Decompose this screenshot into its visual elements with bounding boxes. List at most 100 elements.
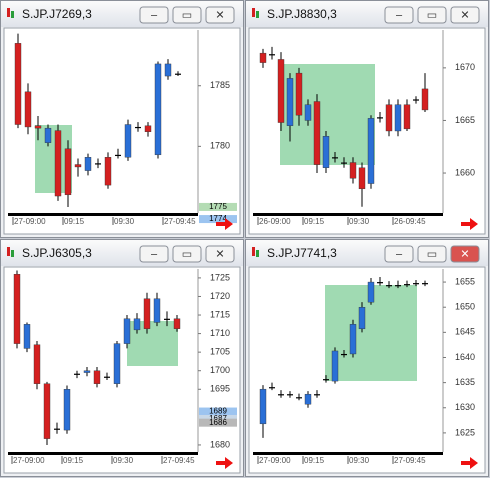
title-button[interactable]	[417, 245, 447, 263]
candle-body	[287, 394, 293, 396]
chart-window: S.JP.J6305,3 – ▭ ✕ 1680 1695 1700 1705 1710 1715 1…	[0, 239, 244, 477]
title-button[interactable]	[384, 6, 414, 24]
candle-body	[154, 63, 162, 156]
y-tick-label: 1640	[455, 352, 475, 362]
window-title: S.JP.J8830,3	[267, 7, 337, 21]
title-button[interactable]	[172, 6, 202, 24]
candle-body	[277, 59, 285, 123]
candle-body	[23, 324, 31, 349]
candle-body	[269, 387, 275, 389]
title-bar	[1, 1, 243, 27]
candle-body	[286, 78, 294, 126]
title-button[interactable]	[139, 245, 169, 263]
candle-body	[24, 91, 32, 128]
title-bar	[246, 240, 488, 266]
scroll-arrow[interactable]	[216, 457, 233, 469]
title-button-icon: ▭	[427, 248, 437, 260]
price-tag-label: 1775	[209, 202, 227, 211]
candle-body	[175, 73, 181, 75]
title-button[interactable]	[205, 6, 235, 24]
y-tick-label: 1670	[455, 62, 475, 72]
candle-body	[164, 63, 172, 77]
x-tick-label: 27-09:00	[259, 456, 291, 465]
y-tick-label: 1650	[455, 302, 475, 312]
time-axis	[253, 213, 443, 216]
y-tick-label: 1645	[455, 327, 475, 337]
candle-body	[135, 126, 141, 129]
price-tag-label: 1686	[209, 418, 227, 427]
x-tick-label: 27-09:45	[163, 456, 195, 465]
title-button-icon: ▭	[427, 9, 437, 21]
x-tick-label: 09:30	[349, 217, 370, 226]
x-tick-label: 27-09:45	[394, 456, 426, 465]
candle-body	[64, 148, 72, 196]
candle-body	[115, 154, 121, 157]
price-tag-label: 1774	[209, 214, 227, 223]
y-tick-label: 1665	[455, 115, 475, 125]
y-tick-label: 1695	[210, 384, 230, 394]
candle-body	[413, 283, 419, 285]
title-button[interactable]	[205, 245, 235, 263]
title-bar	[246, 1, 488, 27]
candle-body	[14, 43, 22, 125]
title-button[interactable]	[450, 6, 480, 24]
scroll-arrow[interactable]	[216, 218, 233, 230]
candle-body	[403, 104, 411, 130]
time-axis	[8, 213, 198, 216]
candle-body	[367, 281, 375, 303]
x-tick-label: 09:15	[304, 456, 325, 465]
price-tag	[199, 215, 237, 224]
y-tick-label: 1715	[210, 309, 230, 319]
candle-body	[13, 273, 21, 344]
candle-body	[322, 136, 330, 168]
candle-body	[124, 124, 132, 158]
chart-window: S.JP.J8830,3 – ▭ ✕ 1660 1665 1670 26-09:00 09:15…	[245, 0, 489, 238]
candle-body	[377, 282, 383, 284]
title-button-icon: –	[396, 9, 403, 21]
title-button[interactable]	[384, 245, 414, 263]
price-tag-label: 1689	[209, 407, 227, 416]
candle-body	[84, 157, 92, 171]
candle-body	[332, 157, 338, 159]
candle-body	[314, 394, 320, 396]
title-button[interactable]	[450, 245, 480, 263]
app-icon	[11, 250, 14, 257]
title-button[interactable]	[139, 6, 169, 24]
candle-body	[93, 370, 101, 384]
scroll-arrow[interactable]	[461, 218, 478, 230]
y-tick-label: 1660	[455, 167, 475, 177]
candle-body	[413, 99, 419, 101]
candle-body	[367, 118, 375, 184]
app-icon	[256, 250, 259, 257]
x-tick-label: 26-09:00	[259, 217, 291, 226]
y-tick-label: 1710	[210, 328, 230, 338]
scroll-arrow[interactable]	[461, 457, 478, 469]
candle-body	[44, 127, 52, 143]
title-button[interactable]	[417, 6, 447, 24]
candle-body	[295, 72, 303, 116]
x-tick-label: 27-09:45	[164, 217, 196, 226]
time-axis	[253, 452, 443, 455]
candle-body	[113, 343, 121, 384]
y-tick-label: 1705	[210, 347, 230, 357]
app-icon	[11, 11, 14, 18]
price-tag-label: 1687	[209, 414, 227, 423]
candle-body	[313, 101, 321, 165]
candle-body	[83, 370, 91, 373]
title-button-icon: ▭	[182, 248, 192, 260]
y-tick-label: 1635	[455, 377, 475, 387]
candle-body	[349, 162, 357, 179]
candle-body	[404, 284, 410, 286]
title-button[interactable]	[172, 245, 202, 263]
candle-body	[395, 285, 401, 287]
title-bar	[1, 240, 243, 266]
candle-body	[259, 388, 267, 425]
candle-body	[63, 389, 71, 431]
title-button-icon: ✕	[215, 248, 224, 260]
price-tag	[199, 418, 237, 427]
app-icon	[256, 11, 259, 18]
candle-body	[104, 157, 112, 186]
x-tick-label: 09:15	[64, 217, 85, 226]
y-tick-label: 1725	[210, 272, 230, 282]
y-tick-label: 1625	[455, 427, 475, 437]
